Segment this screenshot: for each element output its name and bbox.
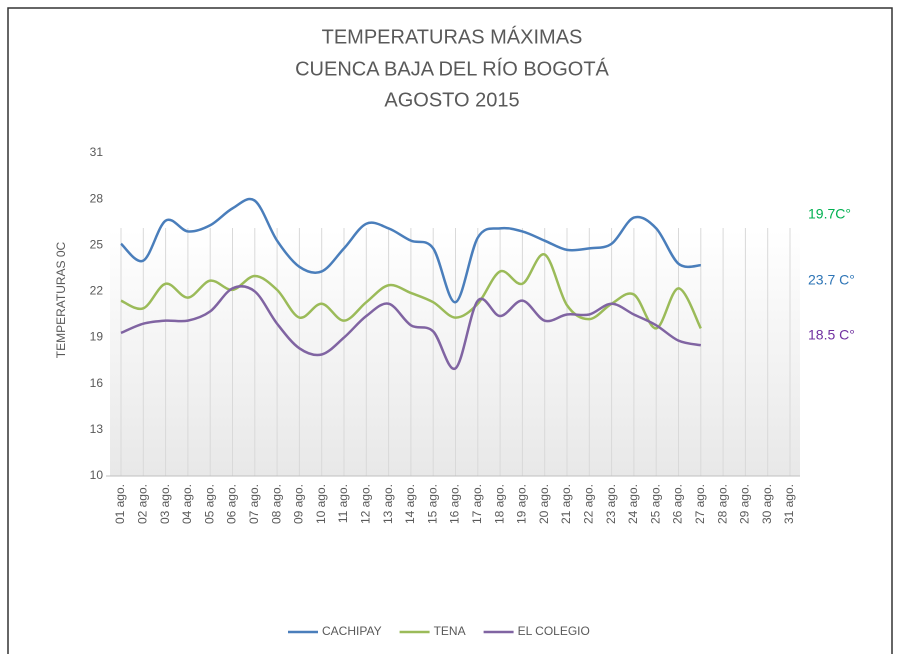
x-tick-label: 25 ago.	[648, 484, 662, 524]
x-tick-label: 21 ago.	[559, 484, 573, 524]
annotation: 18.5 C°	[808, 327, 855, 343]
y-tick-label: 22	[90, 284, 104, 298]
y-tick-label: 10	[90, 468, 104, 482]
x-tick-label: 24 ago.	[626, 484, 640, 524]
y-axis-label: TEMPERATURAS 0C	[54, 241, 68, 358]
x-tick-label: 23 ago.	[604, 484, 618, 524]
y-tick-label: 25	[90, 237, 104, 251]
x-tick-label: 06 ago.	[225, 484, 239, 524]
y-tick-label: 31	[90, 145, 104, 159]
x-tick-label: 04 ago.	[180, 484, 194, 524]
x-tick-label: 28 ago.	[715, 484, 729, 524]
chart-title: TEMPERATURAS MÁXIMAS	[322, 25, 583, 48]
x-tick-label: 20 ago.	[537, 484, 551, 524]
x-tick-label: 10 ago.	[314, 484, 328, 524]
annotation: 23.7 C°	[808, 272, 855, 288]
y-tick-label: 16	[90, 376, 104, 390]
y-tick-label: 13	[90, 422, 104, 436]
x-tick-label: 11 ago.	[336, 484, 350, 523]
chart-title: AGOSTO 2015	[384, 89, 519, 111]
x-tick-label: 08 ago.	[269, 484, 283, 524]
x-tick-label: 22 ago.	[581, 484, 595, 524]
x-tick-label: 12 ago.	[358, 484, 372, 524]
chart-title: CUENCA BAJA DEL RÍO BOGOTÁ	[295, 57, 609, 80]
series-line	[120, 285, 702, 370]
x-tick-label: 03 ago.	[158, 484, 172, 524]
x-tick-label: 01 ago.	[113, 484, 127, 524]
y-tick-label: 19	[90, 330, 104, 344]
series-line	[120, 197, 701, 304]
x-tick-label: 27 ago.	[693, 484, 707, 524]
x-tick-label: 18 ago.	[492, 484, 506, 524]
x-tick-label: 17 ago.	[470, 484, 484, 524]
x-tick-label: 15 ago.	[425, 484, 439, 524]
x-tick-label: 13 ago.	[381, 484, 395, 524]
x-tick-label: 29 ago.	[738, 484, 752, 524]
x-tick-label: 30 ago.	[760, 484, 774, 524]
y-tick-label: 28	[90, 191, 104, 205]
legend-label: TENA	[434, 624, 466, 638]
x-tick-label: 05 ago.	[202, 484, 216, 524]
legend-label: CACHIPAY	[322, 624, 382, 638]
x-tick-label: 09 ago.	[292, 484, 306, 524]
x-tick-label: 02 ago.	[135, 484, 149, 524]
x-tick-label: 14 ago.	[403, 484, 417, 524]
x-tick-label: 31 ago.	[782, 484, 796, 524]
legend-label: EL COLEGIO	[518, 624, 590, 638]
x-tick-label: 26 ago.	[671, 484, 685, 524]
series-line	[120, 253, 702, 330]
x-tick-label: 07 ago.	[247, 484, 261, 524]
x-tick-label: 16 ago.	[448, 484, 462, 524]
x-tick-label: 19 ago.	[515, 484, 529, 524]
annotation: 19.7C°	[808, 206, 851, 222]
